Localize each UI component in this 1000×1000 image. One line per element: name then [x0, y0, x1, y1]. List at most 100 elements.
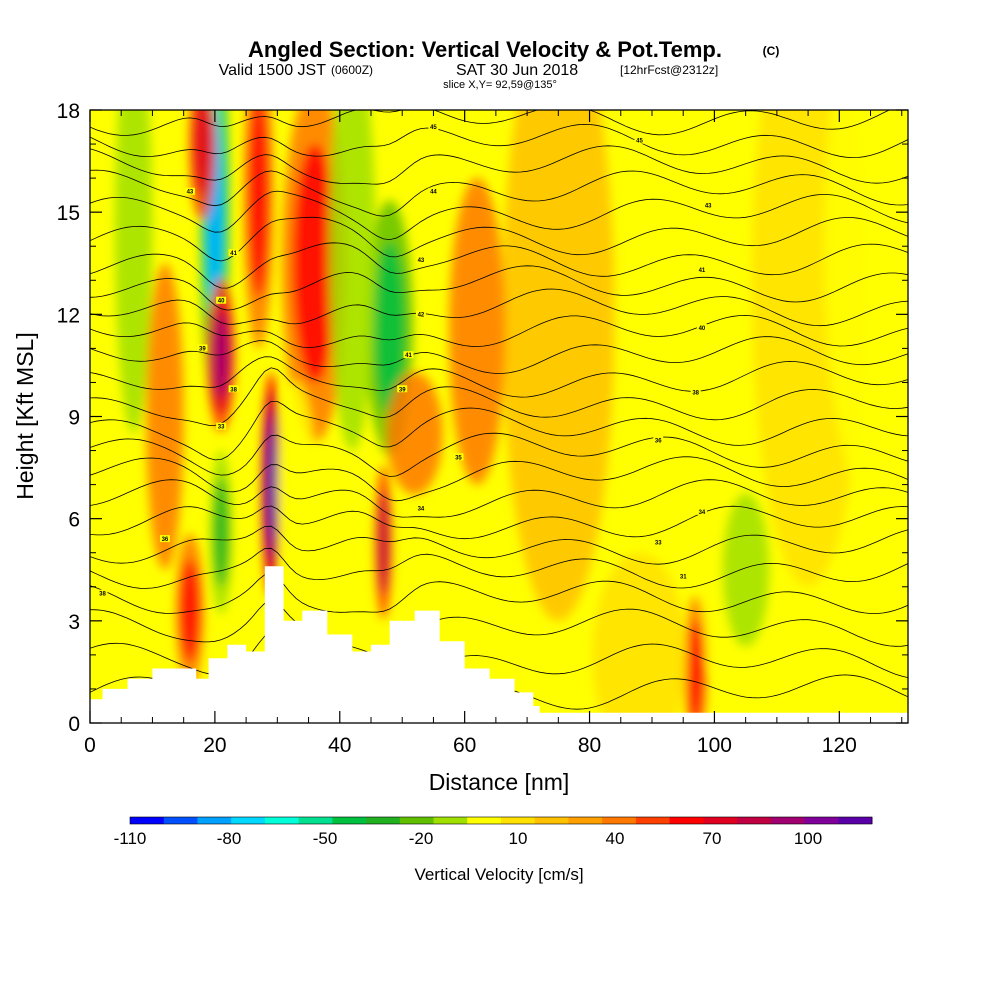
colorbar: -110 -80 -50 -20 10 40 70 100 [114, 816, 873, 848]
colorbar-swatch [298, 817, 333, 824]
colorbar-swatch [399, 817, 435, 824]
contour-label-bg [197, 344, 208, 352]
theta-contour [90, 288, 908, 327]
velocity-cell [146, 263, 184, 570]
colorbar-swatch [231, 817, 266, 824]
plot-area: 38 36 33 38 39 40 41 43 45 44 43 42 41 39 35 34 45 43 41 40… [90, 110, 908, 723]
velocity-cell [449, 178, 506, 485]
y-tick-label: 18 [57, 100, 80, 123]
contour-label: 41 [405, 353, 412, 359]
contour-label: 34 [418, 506, 425, 512]
contour-label: 36 [162, 537, 169, 543]
x-tick-label: 20 [203, 734, 226, 757]
theta-contour [90, 169, 908, 217]
chart-title-suffix: (C) [763, 44, 780, 58]
contour-label: 44 [430, 190, 437, 196]
contour-label: 43 [418, 258, 425, 264]
colorbar-label: 10 [509, 829, 528, 848]
colorbar-swatch [669, 817, 704, 824]
valid-date: SAT 30 Jun 2018 [456, 62, 578, 79]
chart-title: Angled Section: Vertical Velocity & Pot.… [248, 37, 722, 62]
y-tick-label: 15 [57, 202, 80, 225]
colorbar-swatch [467, 817, 502, 824]
velocity-cell [377, 491, 390, 594]
colorbar-label: 70 [703, 829, 722, 848]
contour-label-bg [634, 136, 645, 144]
y-tick-label: 6 [68, 509, 80, 532]
colorbar-swatch [163, 817, 198, 824]
colorbar-label: -50 [313, 829, 338, 848]
x-tick-label: 80 [578, 734, 601, 757]
contour-label-bg [453, 453, 464, 461]
colorbar-swatch [568, 817, 603, 824]
contour-label-bg [696, 323, 707, 331]
colorbar-swatch [197, 817, 232, 824]
theta-contour [90, 314, 908, 348]
valid-prefix: Valid 1500 JST [219, 62, 327, 79]
contour-label: 36 [655, 438, 662, 444]
contour-label-bg [703, 201, 714, 209]
velocity-blend [114, 110, 908, 723]
colorbar-label: -80 [217, 829, 242, 848]
theta-contour [90, 479, 908, 518]
contour-label-bg [184, 187, 195, 195]
contour-label: 39 [399, 387, 406, 393]
contour-label: 41 [230, 251, 237, 257]
contour-label: 33 [655, 541, 662, 547]
theta-contour [90, 242, 908, 289]
colorbar-label: 40 [606, 829, 625, 848]
colorbar-swatch [366, 817, 401, 824]
theta-contour [90, 145, 908, 185]
theta-contour [90, 265, 908, 311]
velocity-cell [266, 428, 276, 541]
valid-time-line: Valid 1500 JST (0600Z) SAT 30 Jun 2018 [… [219, 62, 719, 79]
x-tick-label: 100 [697, 734, 732, 757]
colorbar-swatch [737, 817, 772, 824]
x-tick-label: 120 [822, 734, 857, 757]
colorbar-swatch [534, 817, 569, 824]
valid-zulu: (0600Z) [331, 63, 373, 77]
colorbar-swatch [264, 817, 300, 824]
contour-label-bg [397, 385, 408, 393]
theta-contour [90, 356, 908, 398]
theta-contour [90, 336, 908, 374]
contour-label: 35 [455, 455, 462, 461]
terrain [90, 566, 908, 723]
colorbar-frame [129, 816, 873, 825]
contour-label-bg [216, 422, 227, 430]
contour-label: 41 [699, 268, 706, 274]
contour-label-bg [159, 535, 170, 543]
theta-contour [90, 401, 908, 461]
contour-label-bg [690, 388, 701, 396]
velocity-cell [374, 242, 406, 414]
contour-label-bg [653, 538, 664, 546]
colorbar-swatch [433, 817, 468, 824]
contour-label: 38 [99, 592, 106, 598]
contour-labels: 38 36 33 38 39 40 41 43 45 44 43 42 41 39 35 34 45 43 41 40… [97, 123, 714, 598]
colorbar-swatch [804, 817, 839, 824]
y-tick-label: 0 [68, 713, 80, 736]
contour-label: 45 [636, 139, 643, 145]
contour-label: 42 [418, 312, 425, 318]
contour-label-bg [415, 504, 426, 512]
colorbar-swatch [332, 817, 367, 824]
colorbar-title: Vertical Velocity [cm/s] [414, 865, 583, 884]
contour-label: 33 [218, 425, 225, 431]
contour-label-bg [653, 436, 664, 444]
contour-label: 31 [680, 575, 687, 581]
colorbar-label: -20 [409, 829, 434, 848]
contour-label-bg [403, 351, 414, 359]
velocity-cell [277, 382, 315, 587]
contour-label: 39 [199, 346, 206, 352]
contour-label: 38 [230, 387, 237, 393]
theta-contour [90, 367, 908, 426]
x-axis-title: Distance [nm] [429, 769, 570, 795]
velocity-cell [502, 110, 615, 621]
contour-label-bg [696, 266, 707, 274]
contour-label-bg [228, 249, 239, 257]
theta-contour [90, 600, 908, 656]
theta-contour [90, 110, 891, 136]
velocity-cell [213, 477, 229, 587]
